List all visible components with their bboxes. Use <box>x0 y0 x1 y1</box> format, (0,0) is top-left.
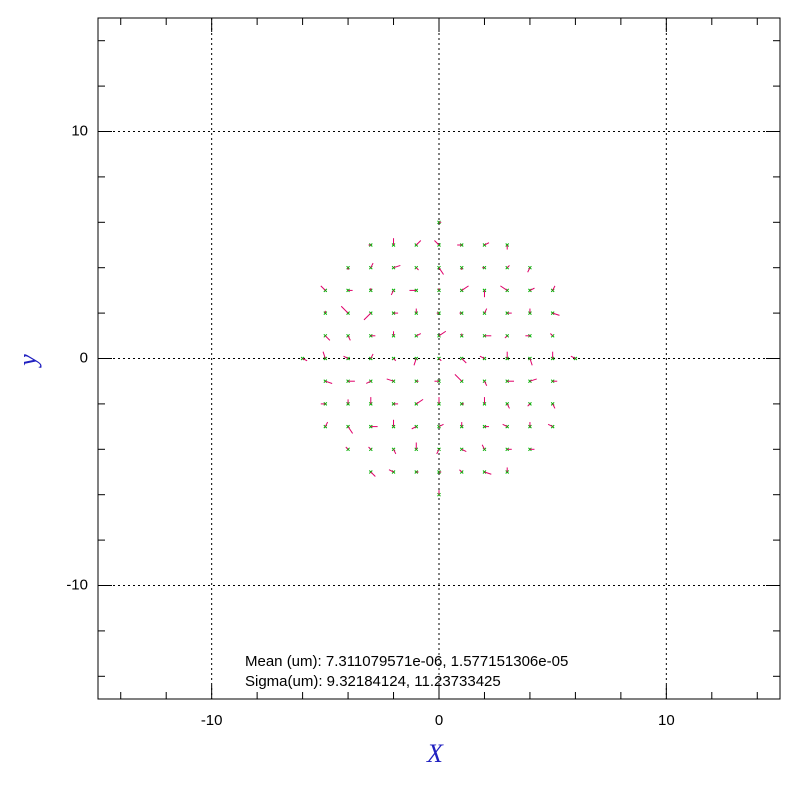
marker <box>323 379 328 384</box>
vector <box>390 290 394 296</box>
vector <box>438 423 444 428</box>
vector <box>434 240 440 246</box>
marker <box>528 356 532 361</box>
x-tick-label: 0 <box>435 712 443 729</box>
vector <box>484 242 490 246</box>
vector <box>368 446 372 450</box>
x-axis-label: X <box>426 739 444 768</box>
y-tick-label: -10 <box>66 576 88 593</box>
vector <box>413 358 417 366</box>
marker <box>482 265 487 270</box>
vector <box>552 403 556 409</box>
y-axis-label: y <box>13 354 42 369</box>
vector <box>527 403 531 407</box>
vector <box>415 267 419 271</box>
vector <box>386 378 394 382</box>
vector <box>529 287 535 291</box>
vector <box>436 449 440 455</box>
x-tick-label: -10 <box>201 712 223 729</box>
vector <box>324 421 329 427</box>
vector <box>343 355 349 359</box>
vector <box>415 240 422 246</box>
vector <box>366 380 372 384</box>
vector <box>529 358 533 366</box>
vector <box>393 449 397 455</box>
marker <box>391 265 396 270</box>
vector <box>322 351 326 359</box>
vector <box>527 267 531 273</box>
vector <box>547 423 553 428</box>
vector <box>363 312 372 321</box>
vector <box>347 426 354 434</box>
vector <box>388 469 394 473</box>
marker <box>414 288 419 293</box>
y-tick-label: 0 <box>80 349 88 366</box>
marker <box>528 447 532 452</box>
vector <box>529 378 537 382</box>
vector <box>438 358 442 362</box>
vector <box>415 398 424 405</box>
vector <box>461 285 469 291</box>
vector <box>347 335 351 341</box>
marker <box>391 311 396 315</box>
annotation: Sigma(um): 9.32184124, 11.23733425 <box>245 673 501 690</box>
vector <box>552 312 560 316</box>
vector <box>325 380 333 384</box>
vector <box>345 446 349 450</box>
vector <box>411 426 417 430</box>
vector <box>459 469 463 473</box>
vector <box>484 471 492 475</box>
vector <box>370 353 374 359</box>
vector <box>438 267 444 275</box>
vector <box>550 333 554 337</box>
vector <box>302 358 308 362</box>
vector <box>484 308 488 314</box>
vector <box>479 355 485 359</box>
marker <box>414 356 419 361</box>
vector <box>438 330 447 337</box>
vector <box>454 374 463 382</box>
vector <box>320 285 326 291</box>
vector <box>416 333 422 337</box>
vector <box>502 423 508 428</box>
vector <box>324 335 331 341</box>
vector <box>370 262 374 268</box>
vector <box>481 444 485 450</box>
x-tick-label: 10 <box>658 712 675 729</box>
vector <box>506 265 510 269</box>
vector <box>552 285 556 291</box>
vector <box>506 403 510 409</box>
vector <box>484 380 488 386</box>
marker <box>528 379 532 384</box>
vector <box>461 448 467 453</box>
marker <box>391 402 396 406</box>
vector <box>570 355 576 359</box>
vector <box>500 285 508 291</box>
vector <box>370 471 376 477</box>
marker <box>459 402 464 406</box>
annotation: Mean (um): 7.311079571e-06, 1.577151306e… <box>245 653 568 670</box>
vector <box>393 358 397 362</box>
vector <box>340 305 349 314</box>
vector <box>504 335 508 339</box>
vector <box>461 358 467 364</box>
vector <box>393 264 401 269</box>
y-tick-label: 10 <box>71 122 88 139</box>
